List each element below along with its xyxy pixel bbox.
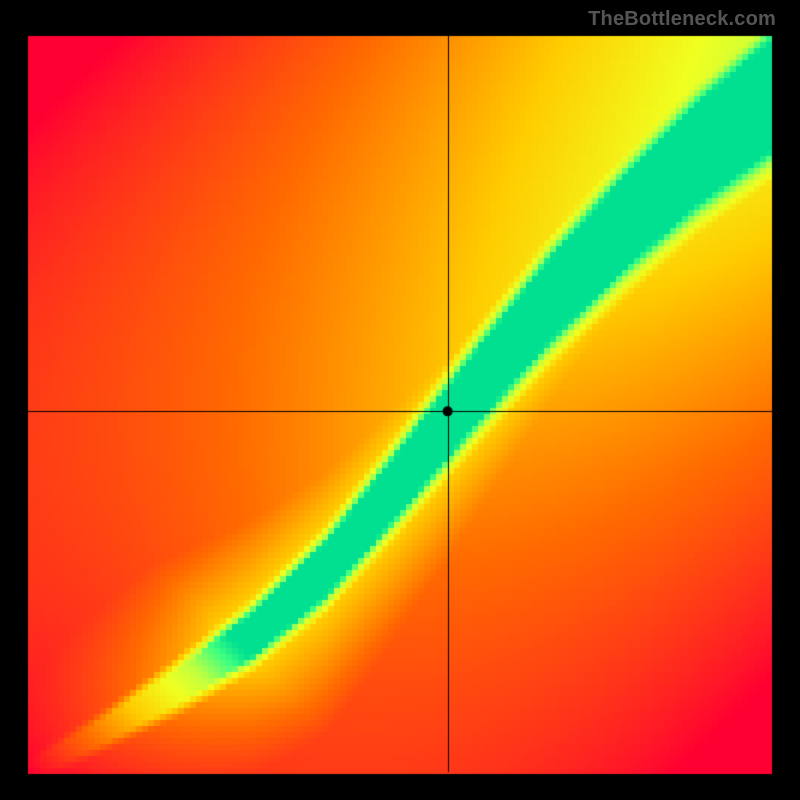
chart-container: { "watermark": "TheBottleneck.com", "can… [0,0,800,800]
bottleneck-heatmap [0,0,800,800]
watermark-text: TheBottleneck.com [588,8,776,31]
